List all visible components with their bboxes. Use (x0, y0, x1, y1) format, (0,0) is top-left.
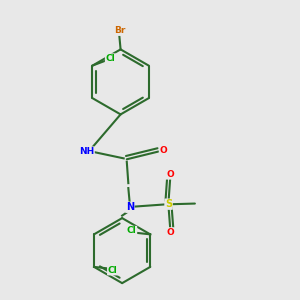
Text: S: S (165, 199, 172, 209)
Text: Cl: Cl (108, 266, 117, 275)
Text: O: O (159, 146, 167, 155)
Text: Br: Br (114, 26, 125, 35)
Text: Cl: Cl (106, 54, 115, 63)
Text: NH: NH (79, 147, 94, 156)
Text: O: O (166, 228, 174, 237)
Text: Cl: Cl (127, 226, 136, 236)
Text: N: N (126, 202, 134, 212)
Text: O: O (166, 170, 174, 179)
